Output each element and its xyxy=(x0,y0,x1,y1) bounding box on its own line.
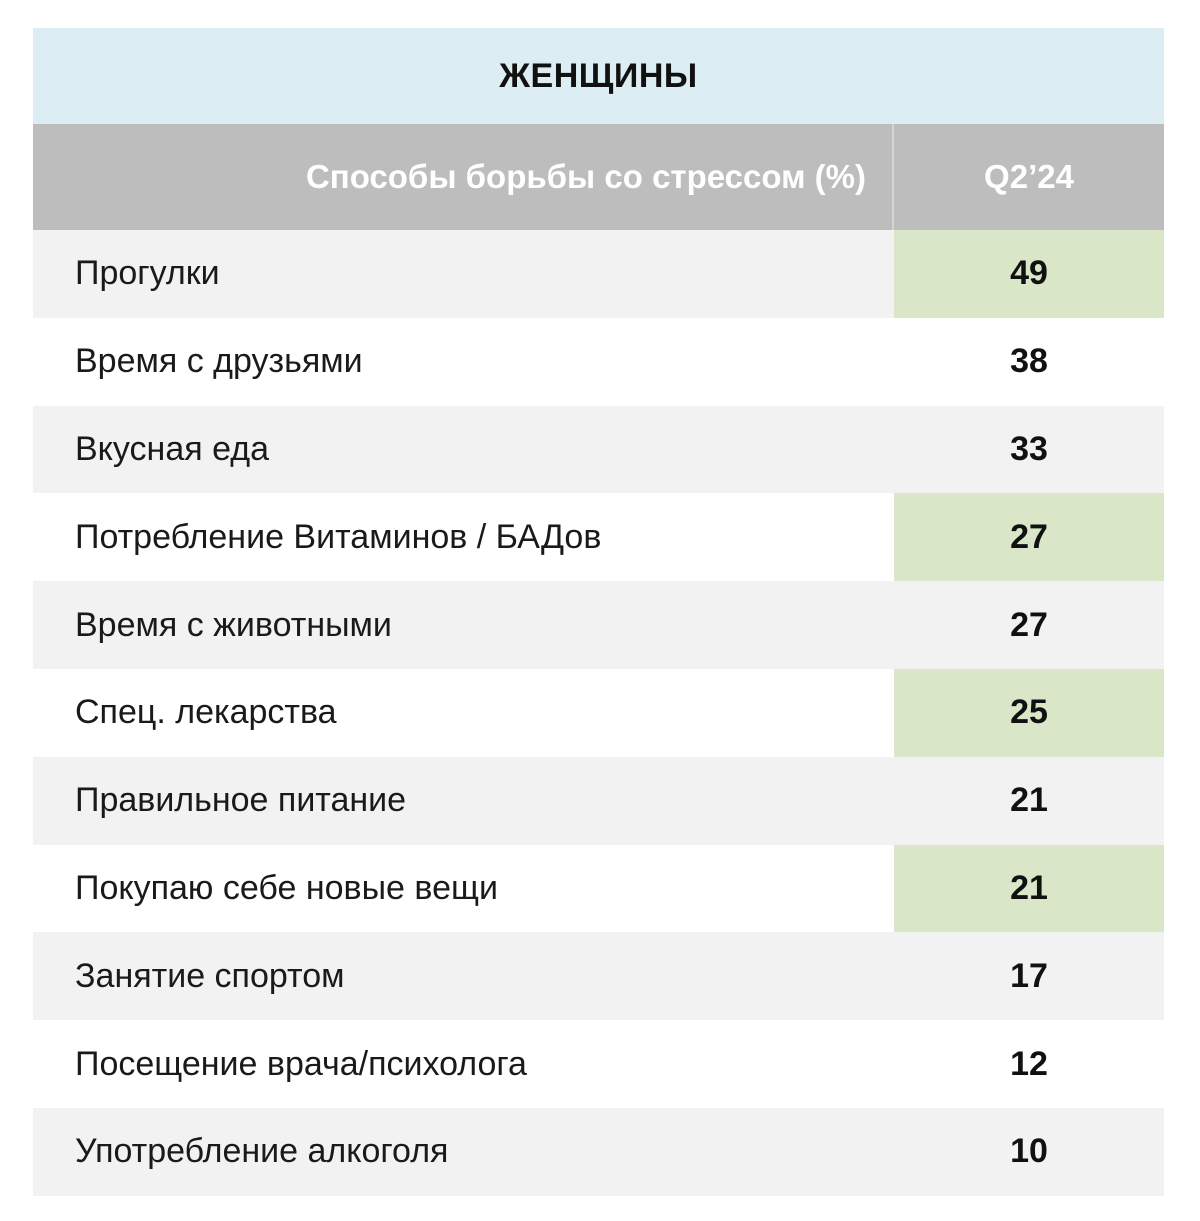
column-header-period: Q2’24 xyxy=(984,158,1074,195)
row-value: 27 xyxy=(1010,605,1048,644)
row-label: Употребление алкоголя xyxy=(75,1132,449,1171)
row-value: 38 xyxy=(1010,342,1048,381)
row-value: 33 xyxy=(1010,429,1048,468)
row-label: Время с животными xyxy=(75,605,392,644)
row-label: Покупаю себе новые вещи xyxy=(75,868,498,907)
table-row: Правильное питание 21 xyxy=(33,756,1164,845)
table-body: Прогулки 49 Время с друзьями 38 Вкусная еда 3… xyxy=(33,230,1164,1196)
column-header-methods: Способы борьбы со стрессом (%) xyxy=(33,124,894,230)
row-value: 49 xyxy=(894,230,1164,318)
row-value: 10 xyxy=(1010,1132,1048,1171)
row-label: Занятие спортом xyxy=(75,956,345,995)
table-row: Спец. лекарства 25 xyxy=(33,668,1164,757)
table-row: Покупаю себе новые вещи 21 xyxy=(33,844,1164,933)
table-row: Время с друзьями 38 xyxy=(33,317,1164,406)
row-value: 21 xyxy=(894,844,1164,933)
row-label: Прогулки xyxy=(75,254,220,293)
table-row: Прогулки 49 xyxy=(33,230,1164,318)
table-row: Занятие спортом 17 xyxy=(33,932,1164,1021)
row-value: 12 xyxy=(1010,1044,1048,1083)
row-value: 27 xyxy=(894,493,1164,582)
stress-coping-table: ЖЕНЩИНЫ Способы борьбы со стрессом (%) Q… xyxy=(33,28,1164,1196)
table-row: Вкусная еда 33 xyxy=(33,405,1164,494)
table-row: Потребление Витаминов / БАДов 27 xyxy=(33,493,1164,582)
row-label: Спец. лекарства xyxy=(75,693,337,732)
row-value: 17 xyxy=(1010,956,1048,995)
row-label: Вкусная еда xyxy=(75,429,270,468)
table-row: Время с животными 27 xyxy=(33,581,1164,669)
table-row: Посещение врача/психолога 12 xyxy=(33,1020,1164,1108)
row-label: Посещение врача/психолога xyxy=(75,1044,527,1083)
row-value: 21 xyxy=(1010,781,1048,820)
table-row: Употребление алкоголя 10 xyxy=(33,1107,1164,1196)
table-header-row: Способы борьбы со стрессом (%) Q2’24 xyxy=(33,124,1164,230)
row-label: Правильное питание xyxy=(75,781,407,820)
row-value: 25 xyxy=(894,668,1164,757)
row-label: Время с друзьями xyxy=(75,342,363,381)
table-title: ЖЕНЩИНЫ xyxy=(33,28,1164,124)
row-label: Потребление Витаминов / БАДов xyxy=(75,517,602,556)
